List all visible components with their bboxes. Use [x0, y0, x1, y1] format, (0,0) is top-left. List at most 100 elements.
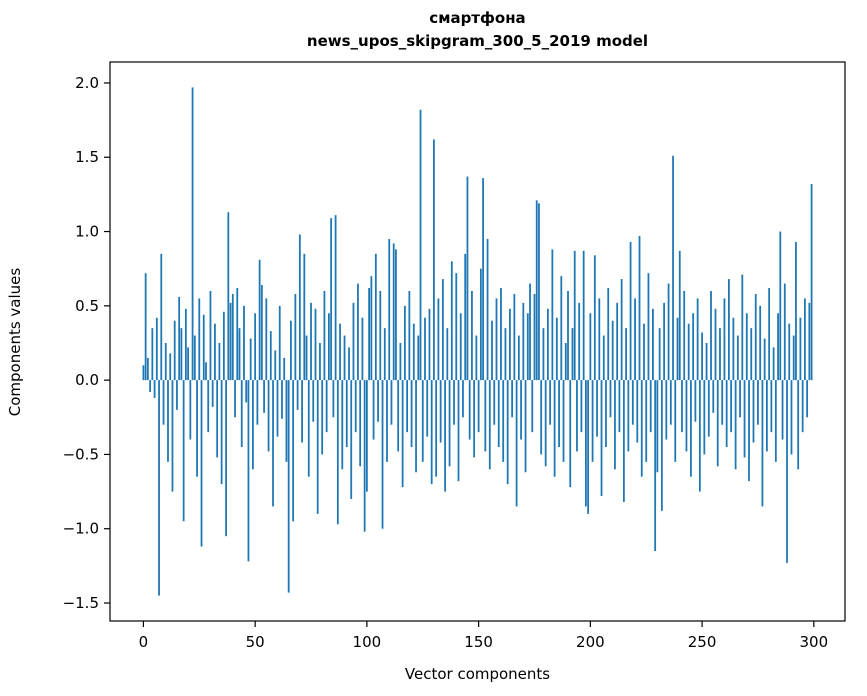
bar: [730, 380, 733, 433]
bar: [336, 380, 339, 525]
bar: [462, 380, 464, 418]
bar: [640, 380, 643, 477]
bar: [142, 365, 145, 381]
bar: [269, 331, 272, 381]
bar: [419, 109, 422, 381]
bar: [386, 380, 388, 462]
bar: [757, 380, 759, 425]
bar: [752, 380, 755, 443]
bar: [332, 380, 335, 418]
chart-subtitle: news_upos_skipgram_300_5_2019 model: [306, 32, 649, 50]
x-tick-label: 0: [139, 633, 149, 651]
bar: [477, 380, 480, 433]
bar: [370, 276, 373, 381]
bar: [211, 380, 214, 407]
bar: [761, 380, 764, 507]
bar: [741, 274, 744, 381]
bar: [439, 380, 442, 443]
bar: [316, 380, 319, 514]
bar: [341, 380, 344, 470]
bar: [493, 380, 496, 425]
chart-title: смартфона: [429, 9, 526, 27]
bar: [339, 323, 341, 381]
bar: [698, 380, 701, 492]
bar: [638, 236, 641, 381]
bar: [240, 380, 243, 447]
bar: [399, 342, 402, 381]
bar: [491, 320, 493, 381]
bar: [444, 380, 446, 492]
bar: [428, 308, 431, 381]
bar: [665, 380, 668, 440]
bar: [265, 298, 268, 381]
bar: [719, 328, 721, 381]
bar: [732, 317, 735, 381]
bar: [560, 276, 563, 381]
bar: [808, 302, 811, 381]
bar: [144, 273, 147, 381]
bar: [290, 320, 292, 381]
bar: [674, 380, 677, 462]
bar: [781, 380, 784, 440]
bar: [580, 380, 583, 433]
y-tick-label: 1.0: [75, 223, 99, 241]
y-tick-label: −1.5: [63, 594, 99, 612]
bar: [216, 380, 219, 458]
y-tick-label: 1.5: [75, 148, 99, 166]
bar: [155, 317, 158, 381]
bar: [471, 290, 473, 381]
bar: [801, 380, 804, 433]
bar: [350, 380, 353, 499]
x-tick-label: 50: [246, 633, 265, 651]
bar: [766, 380, 768, 452]
bar: [256, 380, 259, 425]
chart-title-block: смартфона news_upos_skipgram_300_5_2019 …: [110, 7, 845, 53]
bar: [721, 380, 724, 425]
bar: [285, 380, 288, 462]
bar: [790, 380, 793, 455]
bar: [227, 212, 230, 381]
bar: [602, 335, 605, 381]
bar: [611, 320, 614, 381]
bar: [555, 317, 558, 381]
bar: [238, 328, 241, 381]
bar: [475, 335, 478, 381]
bar: [788, 323, 791, 381]
bar: [254, 313, 257, 381]
bar: [196, 380, 198, 477]
bar: [323, 290, 326, 381]
bar: [625, 328, 628, 381]
bar: [779, 231, 782, 381]
bar: [567, 290, 569, 381]
bar: [745, 313, 748, 381]
x-axis-label: Vector components: [404, 665, 551, 683]
bar: [743, 380, 746, 458]
bar: [652, 308, 654, 381]
x-tick-label: 300: [800, 633, 829, 651]
bar: [631, 380, 634, 425]
bar: [417, 335, 420, 381]
bar: [596, 380, 598, 437]
bar: [672, 155, 674, 381]
bar: [348, 347, 350, 381]
bar: [658, 328, 661, 381]
bar: [198, 298, 201, 381]
bar: [274, 350, 277, 381]
bar: [200, 380, 203, 547]
bar: [582, 250, 585, 381]
bar: [292, 380, 295, 522]
bar: [616, 302, 619, 381]
bar: [504, 328, 507, 381]
bar: [229, 302, 232, 381]
bar: [453, 380, 455, 425]
bar: [187, 347, 189, 381]
bar: [247, 380, 250, 562]
bar: [622, 380, 625, 502]
bar: [466, 176, 469, 381]
bar: [538, 203, 540, 381]
bar: [390, 380, 393, 425]
bar: [533, 293, 536, 381]
bar: [287, 380, 290, 593]
bar: [681, 380, 683, 433]
bar: [455, 273, 458, 381]
